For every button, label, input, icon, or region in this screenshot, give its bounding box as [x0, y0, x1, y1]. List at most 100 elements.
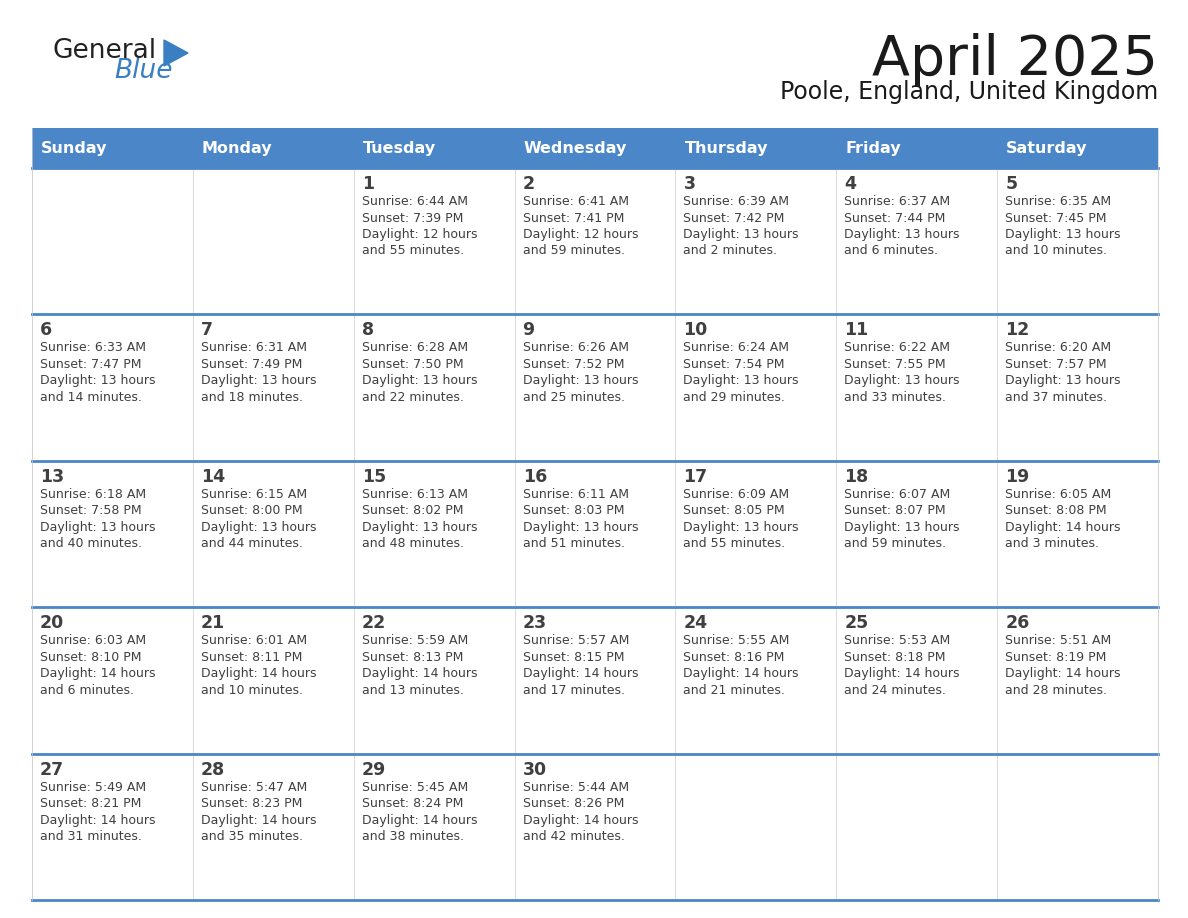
Text: Sunset: 7:41 PM: Sunset: 7:41 PM [523, 211, 624, 225]
Text: Daylight: 12 hours: Daylight: 12 hours [523, 228, 638, 241]
Bar [32, 128, 192, 168]
Text: Sunset: 7:47 PM: Sunset: 7:47 PM [40, 358, 141, 371]
Bar [514, 607, 676, 754]
Text: Sunset: 7:58 PM: Sunset: 7:58 PM [40, 504, 141, 518]
Text: Blue: Blue [114, 58, 172, 84]
Text: Sunday: Sunday [42, 140, 107, 155]
Text: Daylight: 14 hours: Daylight: 14 hours [1005, 667, 1120, 680]
Text: Sunrise: 6:33 AM: Sunrise: 6:33 AM [40, 341, 146, 354]
Bar [514, 754, 676, 900]
Bar [836, 314, 997, 461]
Bar [514, 461, 676, 607]
Text: 11: 11 [845, 321, 868, 340]
Text: and 33 minutes.: and 33 minutes. [845, 391, 946, 404]
Bar [836, 168, 997, 314]
Text: Sunrise: 6:20 AM: Sunrise: 6:20 AM [1005, 341, 1111, 354]
Text: Sunrise: 6:09 AM: Sunrise: 6:09 AM [683, 487, 790, 501]
Text: Sunrise: 6:44 AM: Sunrise: 6:44 AM [361, 195, 468, 208]
Bar [836, 128, 997, 168]
Bar [354, 461, 514, 607]
Text: 24: 24 [683, 614, 708, 633]
Text: Sunset: 7:45 PM: Sunset: 7:45 PM [1005, 211, 1107, 225]
Bar [514, 314, 676, 461]
Text: Daylight: 14 hours: Daylight: 14 hours [523, 813, 638, 826]
Text: Sunset: 8:13 PM: Sunset: 8:13 PM [361, 651, 463, 664]
Text: 13: 13 [40, 468, 64, 486]
Bar [192, 128, 354, 168]
Text: Daylight: 13 hours: Daylight: 13 hours [361, 521, 478, 533]
Text: 20: 20 [40, 614, 64, 633]
Text: and 29 minutes.: and 29 minutes. [683, 391, 785, 404]
Bar [836, 754, 997, 900]
Text: 16: 16 [523, 468, 546, 486]
Text: and 55 minutes.: and 55 minutes. [683, 537, 785, 550]
Text: Daylight: 13 hours: Daylight: 13 hours [845, 228, 960, 241]
Text: and 17 minutes.: and 17 minutes. [523, 684, 625, 697]
Text: Sunset: 8:00 PM: Sunset: 8:00 PM [201, 504, 303, 518]
Text: 19: 19 [1005, 468, 1029, 486]
Text: Daylight: 13 hours: Daylight: 13 hours [683, 521, 798, 533]
Text: Sunrise: 6:41 AM: Sunrise: 6:41 AM [523, 195, 628, 208]
Text: 18: 18 [845, 468, 868, 486]
Text: Sunrise: 6:39 AM: Sunrise: 6:39 AM [683, 195, 790, 208]
Bar [514, 128, 676, 168]
Text: Daylight: 14 hours: Daylight: 14 hours [845, 667, 960, 680]
Text: and 59 minutes.: and 59 minutes. [523, 244, 625, 258]
Bar [997, 128, 1158, 168]
Text: Daylight: 13 hours: Daylight: 13 hours [523, 521, 638, 533]
Bar [997, 314, 1158, 461]
Text: and 22 minutes.: and 22 minutes. [361, 391, 463, 404]
Bar [997, 461, 1158, 607]
Bar [192, 168, 354, 314]
Bar [32, 754, 192, 900]
Text: Sunrise: 5:57 AM: Sunrise: 5:57 AM [523, 634, 628, 647]
Text: Daylight: 14 hours: Daylight: 14 hours [361, 667, 478, 680]
Text: 8: 8 [361, 321, 374, 340]
Text: Daylight: 14 hours: Daylight: 14 hours [1005, 521, 1120, 533]
Text: Tuesday: Tuesday [362, 140, 436, 155]
Text: and 3 minutes.: and 3 minutes. [1005, 537, 1099, 550]
Bar [32, 314, 192, 461]
Text: 5: 5 [1005, 175, 1017, 193]
Bar [354, 128, 514, 168]
Text: Daylight: 13 hours: Daylight: 13 hours [1005, 375, 1120, 387]
Text: 7: 7 [201, 321, 213, 340]
Bar [676, 754, 836, 900]
Text: Sunset: 8:19 PM: Sunset: 8:19 PM [1005, 651, 1106, 664]
Text: and 24 minutes.: and 24 minutes. [845, 684, 946, 697]
Text: Daylight: 13 hours: Daylight: 13 hours [683, 228, 798, 241]
Text: Sunrise: 6:24 AM: Sunrise: 6:24 AM [683, 341, 790, 354]
Bar [32, 607, 192, 754]
Text: Sunrise: 5:53 AM: Sunrise: 5:53 AM [845, 634, 950, 647]
Text: Sunrise: 6:13 AM: Sunrise: 6:13 AM [361, 487, 468, 501]
Text: April 2025: April 2025 [872, 33, 1158, 87]
Bar [997, 607, 1158, 754]
Bar [32, 168, 192, 314]
Text: Daylight: 13 hours: Daylight: 13 hours [201, 521, 316, 533]
Text: and 6 minutes.: and 6 minutes. [845, 244, 939, 258]
Bar [354, 607, 514, 754]
Text: Daylight: 14 hours: Daylight: 14 hours [40, 667, 156, 680]
Text: Wednesday: Wednesday [524, 140, 627, 155]
Text: Sunrise: 6:35 AM: Sunrise: 6:35 AM [1005, 195, 1111, 208]
Bar [676, 314, 836, 461]
Text: Sunrise: 6:07 AM: Sunrise: 6:07 AM [845, 487, 950, 501]
Text: Daylight: 13 hours: Daylight: 13 hours [523, 375, 638, 387]
Text: Sunrise: 6:26 AM: Sunrise: 6:26 AM [523, 341, 628, 354]
Text: Sunrise: 5:44 AM: Sunrise: 5:44 AM [523, 780, 628, 793]
Text: Sunset: 7:49 PM: Sunset: 7:49 PM [201, 358, 302, 371]
Text: Sunset: 7:54 PM: Sunset: 7:54 PM [683, 358, 785, 371]
Bar [676, 168, 836, 314]
Bar [192, 461, 354, 607]
Text: and 31 minutes.: and 31 minutes. [40, 830, 141, 843]
Text: 28: 28 [201, 761, 225, 778]
Text: Sunrise: 6:05 AM: Sunrise: 6:05 AM [1005, 487, 1112, 501]
Text: Sunrise: 6:03 AM: Sunrise: 6:03 AM [40, 634, 146, 647]
Text: Poole, England, United Kingdom: Poole, England, United Kingdom [779, 80, 1158, 104]
Text: Sunset: 7:39 PM: Sunset: 7:39 PM [361, 211, 463, 225]
Text: 26: 26 [1005, 614, 1029, 633]
Text: Sunset: 8:07 PM: Sunset: 8:07 PM [845, 504, 946, 518]
Text: Sunset: 8:26 PM: Sunset: 8:26 PM [523, 797, 624, 810]
Text: 21: 21 [201, 614, 225, 633]
Bar [836, 607, 997, 754]
